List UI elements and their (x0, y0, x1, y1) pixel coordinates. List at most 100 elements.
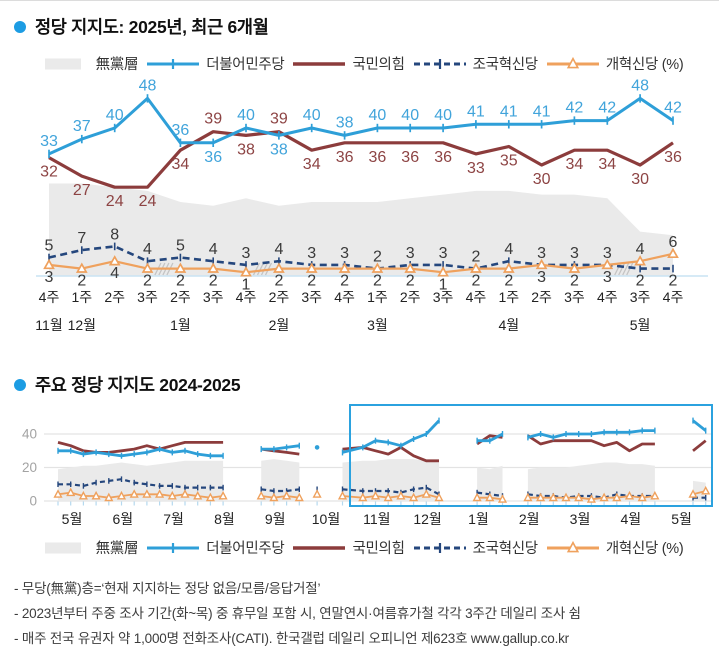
legend-label: 無黨層 (95, 541, 139, 557)
bullet-icon (14, 378, 26, 391)
svg-text:2: 2 (373, 249, 382, 266)
legend-label: 조국혁신당 (472, 57, 539, 73)
svg-text:4주: 4주 (597, 289, 618, 305)
svg-text:40: 40 (237, 107, 255, 124)
legend-swatch (147, 58, 200, 69)
legend-swatch (293, 61, 346, 66)
svg-text:11월: 11월 (35, 317, 62, 333)
svg-text:2주: 2주 (170, 289, 191, 305)
svg-text:1월: 1월 (170, 317, 191, 333)
svg-text:33: 33 (467, 160, 485, 177)
svg-text:5월: 5월 (62, 511, 83, 527)
svg-text:42: 42 (598, 100, 616, 117)
svg-text:36: 36 (369, 149, 387, 166)
svg-text:12월: 12월 (413, 511, 441, 527)
svg-text:1: 1 (242, 276, 251, 293)
svg-text:6월: 6월 (112, 511, 133, 527)
bottom-chart: 0 20 40 5월 6월 7월 8월 9월 10월 11월 12월 1월 2월 3월 4월 5월 (22, 404, 713, 527)
bottom-chart-title: 주요 정당 지지도 2024-2025 (35, 375, 241, 395)
svg-text:3: 3 (307, 245, 316, 262)
svg-text:3: 3 (537, 245, 546, 262)
legend-label: 無黨層 (95, 57, 139, 73)
svg-text:48: 48 (139, 78, 157, 94)
svg-text:3: 3 (242, 245, 251, 262)
legend-item-0: 無黨層 (36, 537, 139, 558)
mudang-area (58, 459, 706, 501)
svg-text:48: 48 (631, 78, 649, 94)
svg-text:2주: 2주 (269, 289, 290, 305)
legend-label: 국민의힘 (352, 541, 405, 557)
svg-text:34: 34 (172, 156, 190, 173)
svg-text:5: 5 (45, 238, 54, 255)
legend-swatch (546, 540, 599, 552)
svg-text:5월: 5월 (630, 317, 651, 333)
svg-text:34: 34 (566, 156, 584, 173)
bottom-chart-title-row: 주요 정당 지지도 2024-2025 (14, 372, 719, 397)
svg-text:3주: 3주 (301, 289, 322, 305)
svg-text:1월: 1월 (468, 511, 489, 527)
svg-text:4월: 4월 (620, 511, 641, 527)
svg-text:4: 4 (209, 241, 218, 258)
legend-item-3: 조국혁신당 (413, 53, 538, 74)
svg-text:2: 2 (274, 273, 283, 290)
svg-text:3주: 3주 (137, 289, 158, 305)
svg-text:39: 39 (270, 111, 288, 128)
svg-text:1주: 1주 (71, 289, 92, 305)
svg-text:36: 36 (664, 149, 682, 166)
svg-text:6: 6 (669, 234, 678, 251)
svg-text:41: 41 (500, 103, 518, 120)
svg-text:11월: 11월 (363, 511, 390, 527)
value-labels: 3332533727724024844824423634523639424038… (40, 78, 682, 293)
svg-text:32: 32 (40, 164, 58, 181)
svg-text:42: 42 (566, 100, 584, 117)
svg-text:20: 20 (22, 460, 37, 475)
svg-text:4: 4 (274, 241, 283, 258)
svg-text:10월: 10월 (312, 511, 340, 527)
footnote-method: - 매주 전국 유권자 약 1,000명 전화조사(CATI). 한국갤럽 데일… (14, 631, 569, 646)
svg-text:8월: 8월 (214, 511, 235, 527)
svg-text:4주: 4주 (663, 289, 684, 305)
legend-label: 더불어민주당 (206, 541, 285, 557)
svg-text:40: 40 (22, 427, 37, 442)
svg-text:3: 3 (340, 245, 349, 262)
svg-text:2: 2 (636, 273, 645, 290)
svg-text:5: 5 (176, 238, 185, 255)
svg-text:40: 40 (303, 107, 321, 124)
footnote-mudang: - 무당(無黨)층=‘현재 지지하는 정당 없음/모름/응답거절’ (14, 581, 321, 596)
svg-text:3주: 3주 (203, 289, 224, 305)
svg-text:4주: 4주 (466, 289, 487, 305)
svg-text:2: 2 (340, 273, 349, 290)
svg-text:4월: 4월 (498, 317, 519, 333)
recent-6months-highlight-box (349, 404, 713, 507)
svg-text:40: 40 (106, 107, 124, 124)
bullet-icon (14, 20, 26, 33)
svg-text:3주: 3주 (433, 289, 454, 305)
svg-text:2주: 2주 (531, 289, 552, 305)
svg-text:1주: 1주 (498, 289, 519, 305)
bottom-chart-legend: 無黨層 더불어민주당 국민의힘 조국혁신당 개혁신당 (%) (0, 537, 719, 558)
legend-swatch (44, 58, 81, 69)
svg-text:4: 4 (504, 241, 513, 258)
svg-text:8: 8 (110, 226, 119, 243)
svg-text:30: 30 (533, 171, 551, 188)
week-ticks (57, 501, 707, 506)
svg-text:41: 41 (467, 103, 485, 120)
svg-text:3: 3 (603, 245, 612, 262)
legend-label: 조국혁신당 (472, 541, 539, 557)
svg-text:2월: 2월 (269, 317, 290, 333)
legend-swatch (44, 542, 81, 553)
footnotes: - 무당(無黨)층=‘현재 지지하는 정당 없음/모름/응답거절’ - 2023… (14, 576, 719, 651)
svg-text:42: 42 (664, 100, 682, 117)
series-gaehyuk-line (53, 485, 711, 503)
area-swatch (44, 542, 81, 553)
month-axis-labels: 11월 12월 1월 2월 3월 4월 5월 (35, 317, 650, 333)
svg-text:36: 36 (434, 149, 452, 166)
svg-text:24: 24 (139, 193, 157, 210)
svg-text:38: 38 (336, 114, 354, 131)
svg-text:2: 2 (406, 273, 415, 290)
svg-text:3: 3 (537, 269, 546, 286)
svg-text:38: 38 (237, 141, 255, 158)
svg-text:2월: 2월 (519, 511, 540, 527)
svg-text:3: 3 (45, 269, 54, 286)
svg-text:0: 0 (29, 494, 37, 509)
